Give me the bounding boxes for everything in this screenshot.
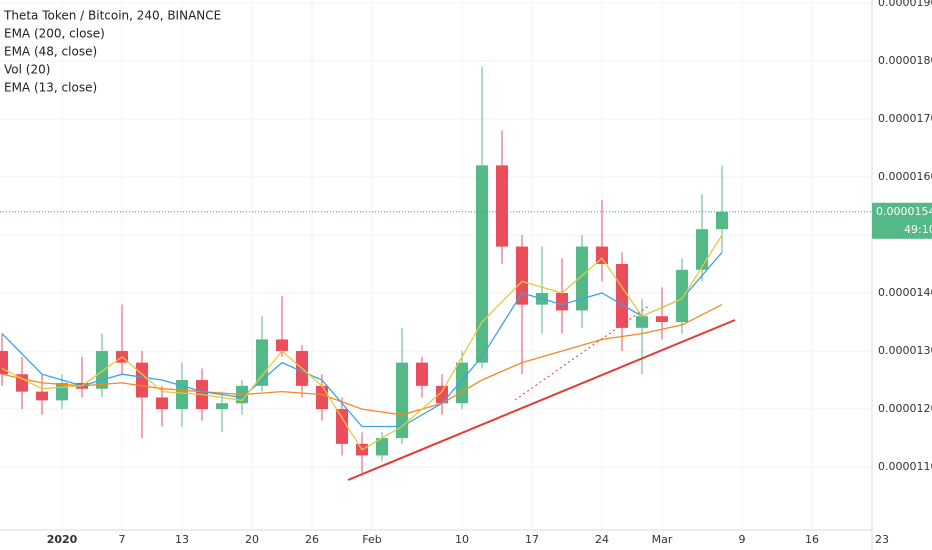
candle-body (556, 293, 568, 311)
candle-body (376, 438, 388, 456)
ema-line (1, 234, 723, 451)
candle-body (456, 362, 468, 404)
candle-body (96, 351, 108, 389)
y-tick-label: 0.00001200 (878, 402, 932, 415)
candle-body (476, 165, 488, 363)
y-tick-label: 0.00001100 (878, 460, 932, 473)
x-tick-label: 2020 (47, 533, 78, 546)
last-price-label: 0.00001540 (876, 205, 932, 218)
candle-body (416, 362, 428, 386)
y-tick-label: 0.00001300 (878, 344, 932, 357)
candle-body (56, 382, 68, 401)
x-tick-label: 7 (119, 533, 126, 546)
ema-line (1, 304, 723, 416)
candle-body (336, 409, 348, 444)
plot-area (0, 66, 872, 473)
candle-body (316, 385, 328, 410)
candle-body (276, 339, 288, 352)
countdown-label: 49:10 (904, 223, 932, 236)
y-tick-label: 0.00001800 (878, 54, 932, 67)
legend-entry: EMA (200, close) (4, 27, 105, 41)
trend-line (347, 319, 736, 481)
y-tick-label: 0.00001400 (878, 286, 932, 299)
candle-body (696, 229, 708, 270)
ema-line (1, 251, 723, 428)
candle-body (716, 211, 728, 230)
x-tick-label: Mar (652, 533, 673, 546)
last-price-box (872, 202, 932, 239)
candle-body (136, 362, 148, 398)
x-tick-label: 17 (525, 533, 539, 546)
legend-entry: EMA (13, close) (4, 81, 97, 95)
x-tick-label: Feb (362, 533, 381, 546)
legend-entry: Vol (20) (4, 63, 50, 77)
candle-body (496, 165, 508, 247)
x-tick-label: 9 (739, 533, 746, 546)
x-tick-label: 23 (875, 533, 889, 546)
axes: 0.00001100 0.00001200 0.00001300 0.00001400… (47, 0, 932, 546)
y-tick-label: 0.00001600 (878, 170, 932, 183)
candle-body (656, 316, 668, 323)
candle-body (636, 316, 648, 328)
y-tick-label: 0.00001700 (878, 112, 932, 125)
candle-body (676, 269, 688, 323)
candle-body (256, 339, 268, 386)
x-tick-label: 24 (595, 533, 609, 546)
chart-title: Theta Token / Bitcoin, 240, BINANCE (3, 9, 221, 23)
x-tick-label: 10 (455, 533, 469, 546)
x-tick-label: 16 (805, 533, 819, 546)
grid (0, 0, 872, 530)
candle-body (396, 362, 408, 439)
candle-body (576, 246, 588, 311)
candle-body (36, 391, 48, 401)
candle-body (0, 351, 8, 375)
candle-body (616, 264, 628, 328)
x-tick-label: 13 (175, 533, 189, 546)
x-tick-label: 20 (245, 533, 259, 546)
candle-body (216, 403, 228, 410)
legend-entry: EMA (48, close) (4, 45, 97, 59)
y-tick-label: 0.00001900 (878, 0, 932, 9)
candle-body (516, 246, 528, 305)
x-tick-label: 26 (305, 533, 319, 546)
candle-body (596, 246, 608, 264)
candle-body (156, 397, 168, 410)
